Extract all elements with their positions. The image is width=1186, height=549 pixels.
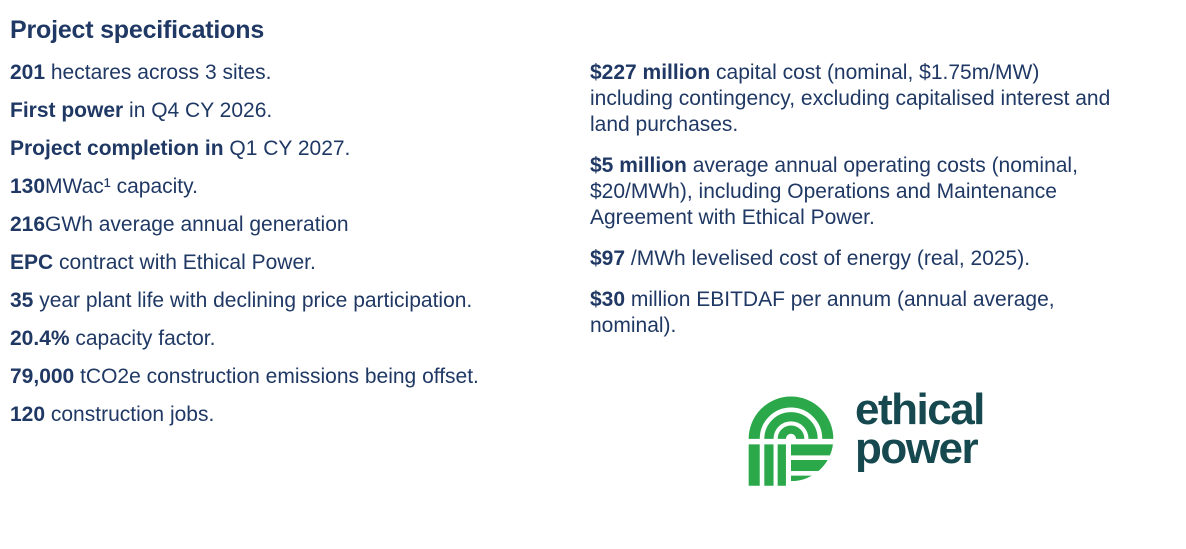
spec-first-power-text: in Q4 CY 2026. (123, 99, 273, 122)
spec-jobs: 120 construction jobs. (10, 402, 580, 428)
logo-arches (748, 396, 834, 440)
spec-ebitdaf-text: million EBITDAF per annum (annual averag… (590, 288, 1055, 337)
spec-hectares-text: hectares across 3 sites. (45, 61, 272, 84)
spec-capital-cost: $227 million capital cost (nominal, $1.7… (590, 60, 1186, 138)
logo-horizontal-stripes (791, 444, 834, 482)
spec-hectares: 201 hectares across 3 sites. (10, 60, 580, 86)
spec-completion-text: Q1 CY 2027. (223, 137, 351, 160)
spec-jobs-bold: 120 (10, 403, 46, 426)
spec-epc-bold: EPC (10, 251, 54, 274)
spec-lcoe-text: /MWh levelised cost of energy (real, 202… (625, 247, 1031, 270)
spec-capacity-factor-bold: 20.4% (10, 327, 70, 350)
spec-plant-life: 35 year plant life with declining price … (10, 288, 580, 314)
spec-generation: 216GWh average annual generation (10, 212, 580, 238)
spec-epc-text: contract with Ethical Power. (53, 251, 316, 274)
spec-capital-cost-text: capital cost (nominal, $1.75m/MW) includ… (590, 61, 1111, 136)
spec-jobs-text: construction jobs. (45, 403, 215, 426)
spec-lcoe-bold: $97 (590, 247, 626, 270)
ethical-power-logo-icon (748, 396, 834, 486)
left-column: Project specifications 201 hectares acro… (10, 14, 580, 440)
spec-emissions-text: tCO2e construction emissions being offse… (74, 365, 479, 388)
spec-completion: Project completion in Q1 CY 2027. (10, 136, 580, 162)
wordmark-line1: ethical (855, 385, 985, 434)
spec-capacity-factor-text: capacity factor. (69, 327, 216, 350)
wordmark-line2: power (855, 424, 979, 473)
spec-hectares-bold: 201 (10, 61, 46, 84)
ethical-power-logo: ethical power (745, 386, 1186, 488)
spec-plant-life-text: year plant life with declining price par… (33, 289, 473, 312)
ethical-power-wordmark: ethical power (855, 385, 985, 473)
spec-first-power-bold: First power (10, 99, 124, 122)
spec-first-power: First power in Q4 CY 2026. (10, 98, 580, 124)
spec-generation-bold: 216 (10, 213, 46, 236)
spec-operating-costs-text: average annual operating costs (nominal,… (590, 154, 1078, 229)
spec-ebitdaf-bold: $30 (590, 288, 626, 311)
spec-plant-life-bold: 35 (10, 289, 34, 312)
spec-lcoe: $97 /MWh levelised cost of energy (real,… (590, 246, 1186, 272)
spec-capacity-text: MWac¹ capacity. (45, 175, 198, 198)
spec-ebitdaf: $30 million EBITDAF per annum (annual av… (590, 287, 1186, 339)
spec-generation-text: GWh average annual generation (45, 213, 349, 236)
spec-emissions: 79,000 tCO2e construction emissions bein… (10, 364, 580, 390)
spec-emissions-bold: 79,000 (10, 365, 75, 388)
spec-capacity-factor: 20.4% capacity factor. (10, 326, 580, 352)
right-column: $227 million capital cost (nominal, $1.7… (590, 60, 1186, 488)
spec-capacity: 130MWac¹ capacity. (10, 174, 580, 200)
logo-vertical-stripes (748, 444, 786, 486)
spec-capacity-bold: 130 (10, 175, 46, 198)
page-title: Project specifications (10, 16, 265, 44)
spec-epc: EPC contract with Ethical Power. (10, 250, 580, 276)
spec-operating-costs-bold: $5 million (590, 154, 687, 177)
spec-capital-cost-bold: $227 million (590, 61, 711, 84)
spec-completion-bold: Project completion in (10, 137, 224, 160)
spec-operating-costs: $5 million average annual operating cost… (590, 153, 1186, 231)
